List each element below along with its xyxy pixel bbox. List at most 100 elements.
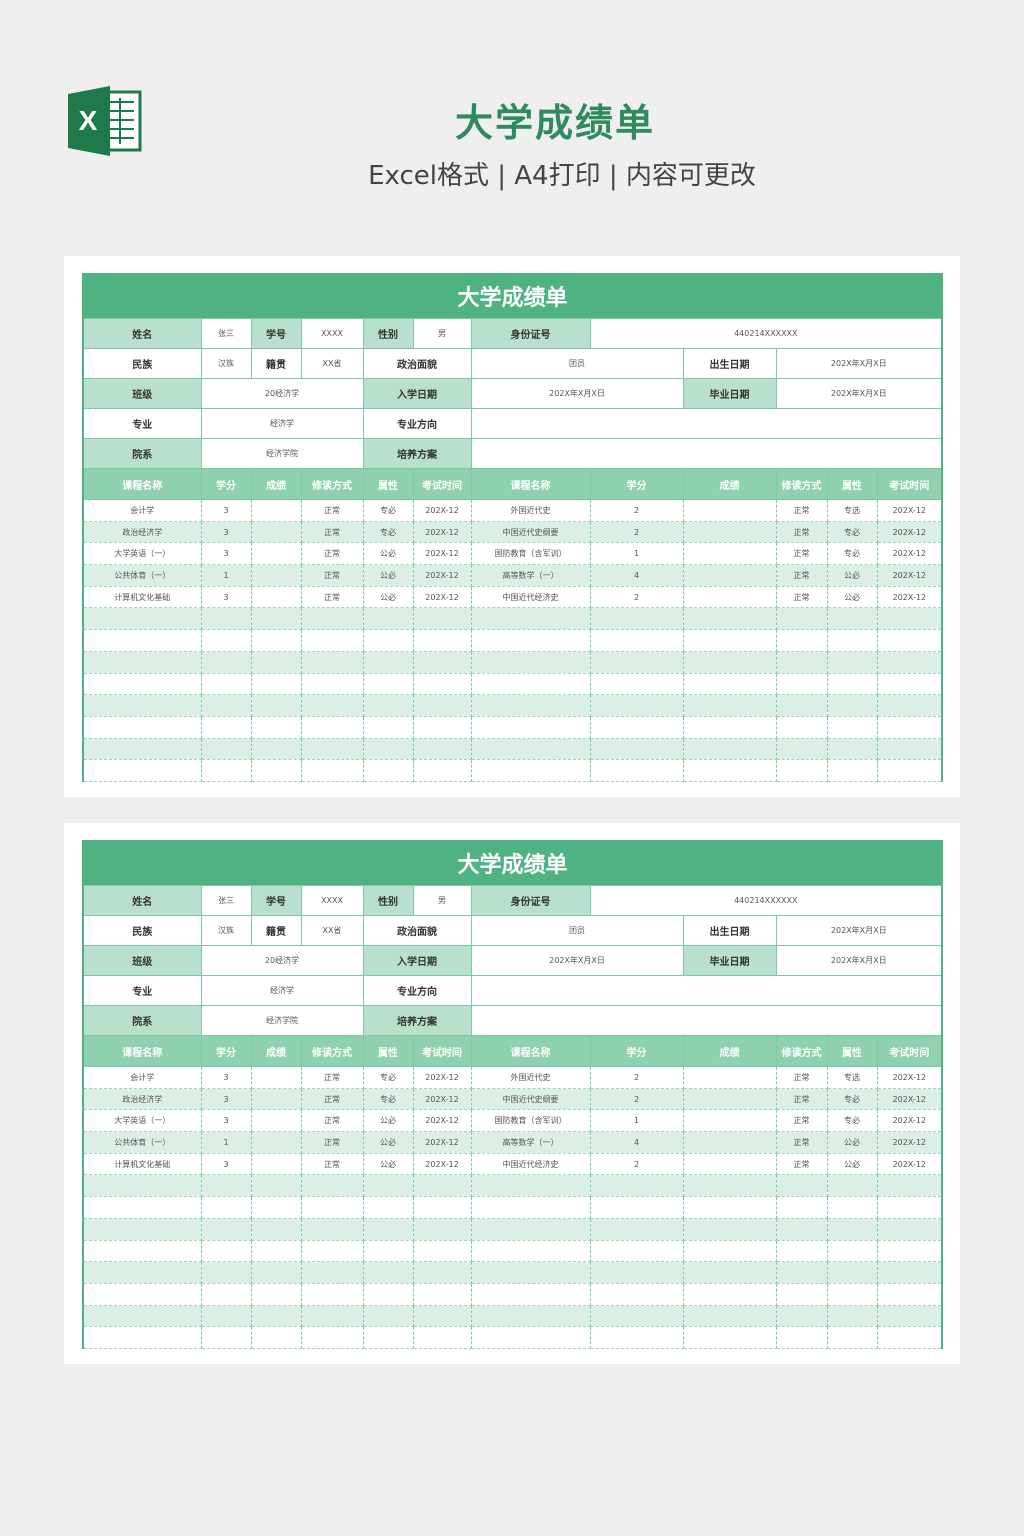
- table-cell[interactable]: [362, 1174, 414, 1198]
- table-cell[interactable]: [876, 1326, 943, 1349]
- table-cell[interactable]: 中国近代史纲要: [470, 1088, 591, 1111]
- table-cell[interactable]: [775, 1305, 828, 1328]
- table-cell[interactable]: [682, 521, 777, 544]
- table-cell[interactable]: [412, 1305, 472, 1328]
- table-cell[interactable]: [250, 607, 302, 631]
- table-cell[interactable]: [250, 629, 302, 652]
- table-cell[interactable]: [470, 607, 591, 631]
- table-cell[interactable]: 1: [200, 564, 252, 587]
- table-cell[interactable]: [250, 1305, 302, 1328]
- table-cell[interactable]: [300, 694, 364, 717]
- table-cell[interactable]: 中国近代经济史: [470, 586, 591, 609]
- table-cell[interactable]: [412, 1174, 472, 1198]
- table-cell[interactable]: [470, 738, 591, 761]
- table-cell[interactable]: 公共体育（一）: [82, 564, 202, 587]
- field-name[interactable]: 张三: [200, 885, 252, 916]
- table-cell[interactable]: [775, 738, 828, 761]
- table-cell[interactable]: 202X-12: [412, 1131, 472, 1154]
- table-cell[interactable]: 大学英语（一）: [82, 1109, 202, 1133]
- table-cell[interactable]: [82, 651, 202, 674]
- table-cell[interactable]: [362, 673, 414, 696]
- table-cell[interactable]: [250, 651, 302, 674]
- table-cell[interactable]: [362, 1305, 414, 1328]
- table-cell[interactable]: [682, 738, 777, 761]
- table-cell[interactable]: [682, 629, 777, 652]
- table-cell[interactable]: 公共体育（一）: [82, 1131, 202, 1154]
- table-cell[interactable]: 国防教育（含军训）: [470, 1109, 591, 1133]
- table-cell[interactable]: 3: [200, 1066, 252, 1089]
- table-cell[interactable]: [470, 1174, 591, 1198]
- table-cell[interactable]: [470, 1261, 591, 1284]
- table-cell[interactable]: [775, 694, 828, 717]
- table-cell[interactable]: 公必: [362, 586, 414, 609]
- table-cell[interactable]: [412, 651, 472, 674]
- table-cell[interactable]: 2: [589, 1088, 684, 1111]
- table-cell[interactable]: [682, 564, 777, 587]
- table-cell[interactable]: [412, 1283, 472, 1306]
- table-cell[interactable]: 3: [200, 586, 252, 609]
- table-cell[interactable]: 政治经济学: [82, 1088, 202, 1111]
- table-cell[interactable]: 202X-12: [876, 521, 943, 544]
- table-cell[interactable]: 3: [200, 499, 252, 522]
- table-cell[interactable]: [250, 499, 302, 522]
- table-cell[interactable]: 1: [200, 1131, 252, 1154]
- table-cell[interactable]: 2: [589, 499, 684, 522]
- field-gender[interactable]: 男: [412, 318, 472, 349]
- table-cell[interactable]: [682, 1305, 777, 1328]
- table-cell[interactable]: [250, 1066, 302, 1089]
- table-cell[interactable]: [82, 759, 202, 782]
- table-cell[interactable]: [82, 1174, 202, 1198]
- table-cell[interactable]: 国防教育（含军训）: [470, 542, 591, 566]
- table-cell[interactable]: 202X-12: [412, 521, 472, 544]
- table-cell[interactable]: [876, 1218, 943, 1241]
- table-cell[interactable]: [412, 1326, 472, 1349]
- table-cell[interactable]: [300, 738, 364, 761]
- table-cell[interactable]: [775, 716, 828, 739]
- table-cell[interactable]: [82, 1240, 202, 1263]
- table-cell[interactable]: [775, 1218, 828, 1241]
- field-native[interactable]: XX省: [300, 348, 364, 379]
- table-cell[interactable]: [250, 1174, 302, 1198]
- table-cell[interactable]: [82, 694, 202, 717]
- table-cell[interactable]: [250, 1218, 302, 1241]
- table-cell[interactable]: [876, 629, 943, 652]
- table-cell[interactable]: [412, 738, 472, 761]
- table-cell[interactable]: [82, 673, 202, 696]
- table-cell[interactable]: [300, 1196, 364, 1219]
- table-cell[interactable]: [200, 629, 252, 652]
- table-cell[interactable]: [412, 673, 472, 696]
- table-cell[interactable]: [470, 759, 591, 782]
- table-cell[interactable]: [826, 651, 878, 674]
- table-cell[interactable]: [682, 1240, 777, 1263]
- table-cell[interactable]: 公必: [826, 586, 878, 609]
- table-cell[interactable]: [200, 738, 252, 761]
- table-cell[interactable]: [826, 1305, 878, 1328]
- table-cell[interactable]: [775, 1261, 828, 1284]
- table-cell[interactable]: 高等数学（一）: [470, 1131, 591, 1154]
- table-cell[interactable]: [250, 1088, 302, 1111]
- table-cell[interactable]: [826, 1326, 878, 1349]
- table-cell[interactable]: [300, 673, 364, 696]
- field-plan[interactable]: [470, 1005, 943, 1036]
- table-cell[interactable]: 正常: [775, 1131, 828, 1154]
- table-cell[interactable]: [412, 607, 472, 631]
- table-cell[interactable]: [412, 1196, 472, 1219]
- table-cell[interactable]: 正常: [775, 586, 828, 609]
- table-cell[interactable]: [82, 716, 202, 739]
- table-cell[interactable]: 专必: [826, 521, 878, 544]
- table-cell[interactable]: 202X-12: [412, 1066, 472, 1089]
- field-grad[interactable]: 202X年X月X日: [775, 945, 943, 976]
- table-cell[interactable]: 高等数学（一）: [470, 564, 591, 587]
- table-cell[interactable]: 正常: [300, 542, 364, 566]
- field-ethnic[interactable]: 汉族: [200, 915, 252, 946]
- table-cell[interactable]: 202X-12: [412, 1088, 472, 1111]
- table-cell[interactable]: 正常: [775, 1153, 828, 1176]
- table-cell[interactable]: [250, 1326, 302, 1349]
- table-cell[interactable]: [300, 1174, 364, 1198]
- table-cell[interactable]: [826, 716, 878, 739]
- table-cell[interactable]: 正常: [775, 1109, 828, 1133]
- field-major[interactable]: 经济学: [200, 975, 364, 1006]
- table-cell[interactable]: 公必: [826, 1153, 878, 1176]
- table-cell[interactable]: [412, 1240, 472, 1263]
- table-cell[interactable]: [300, 1326, 364, 1349]
